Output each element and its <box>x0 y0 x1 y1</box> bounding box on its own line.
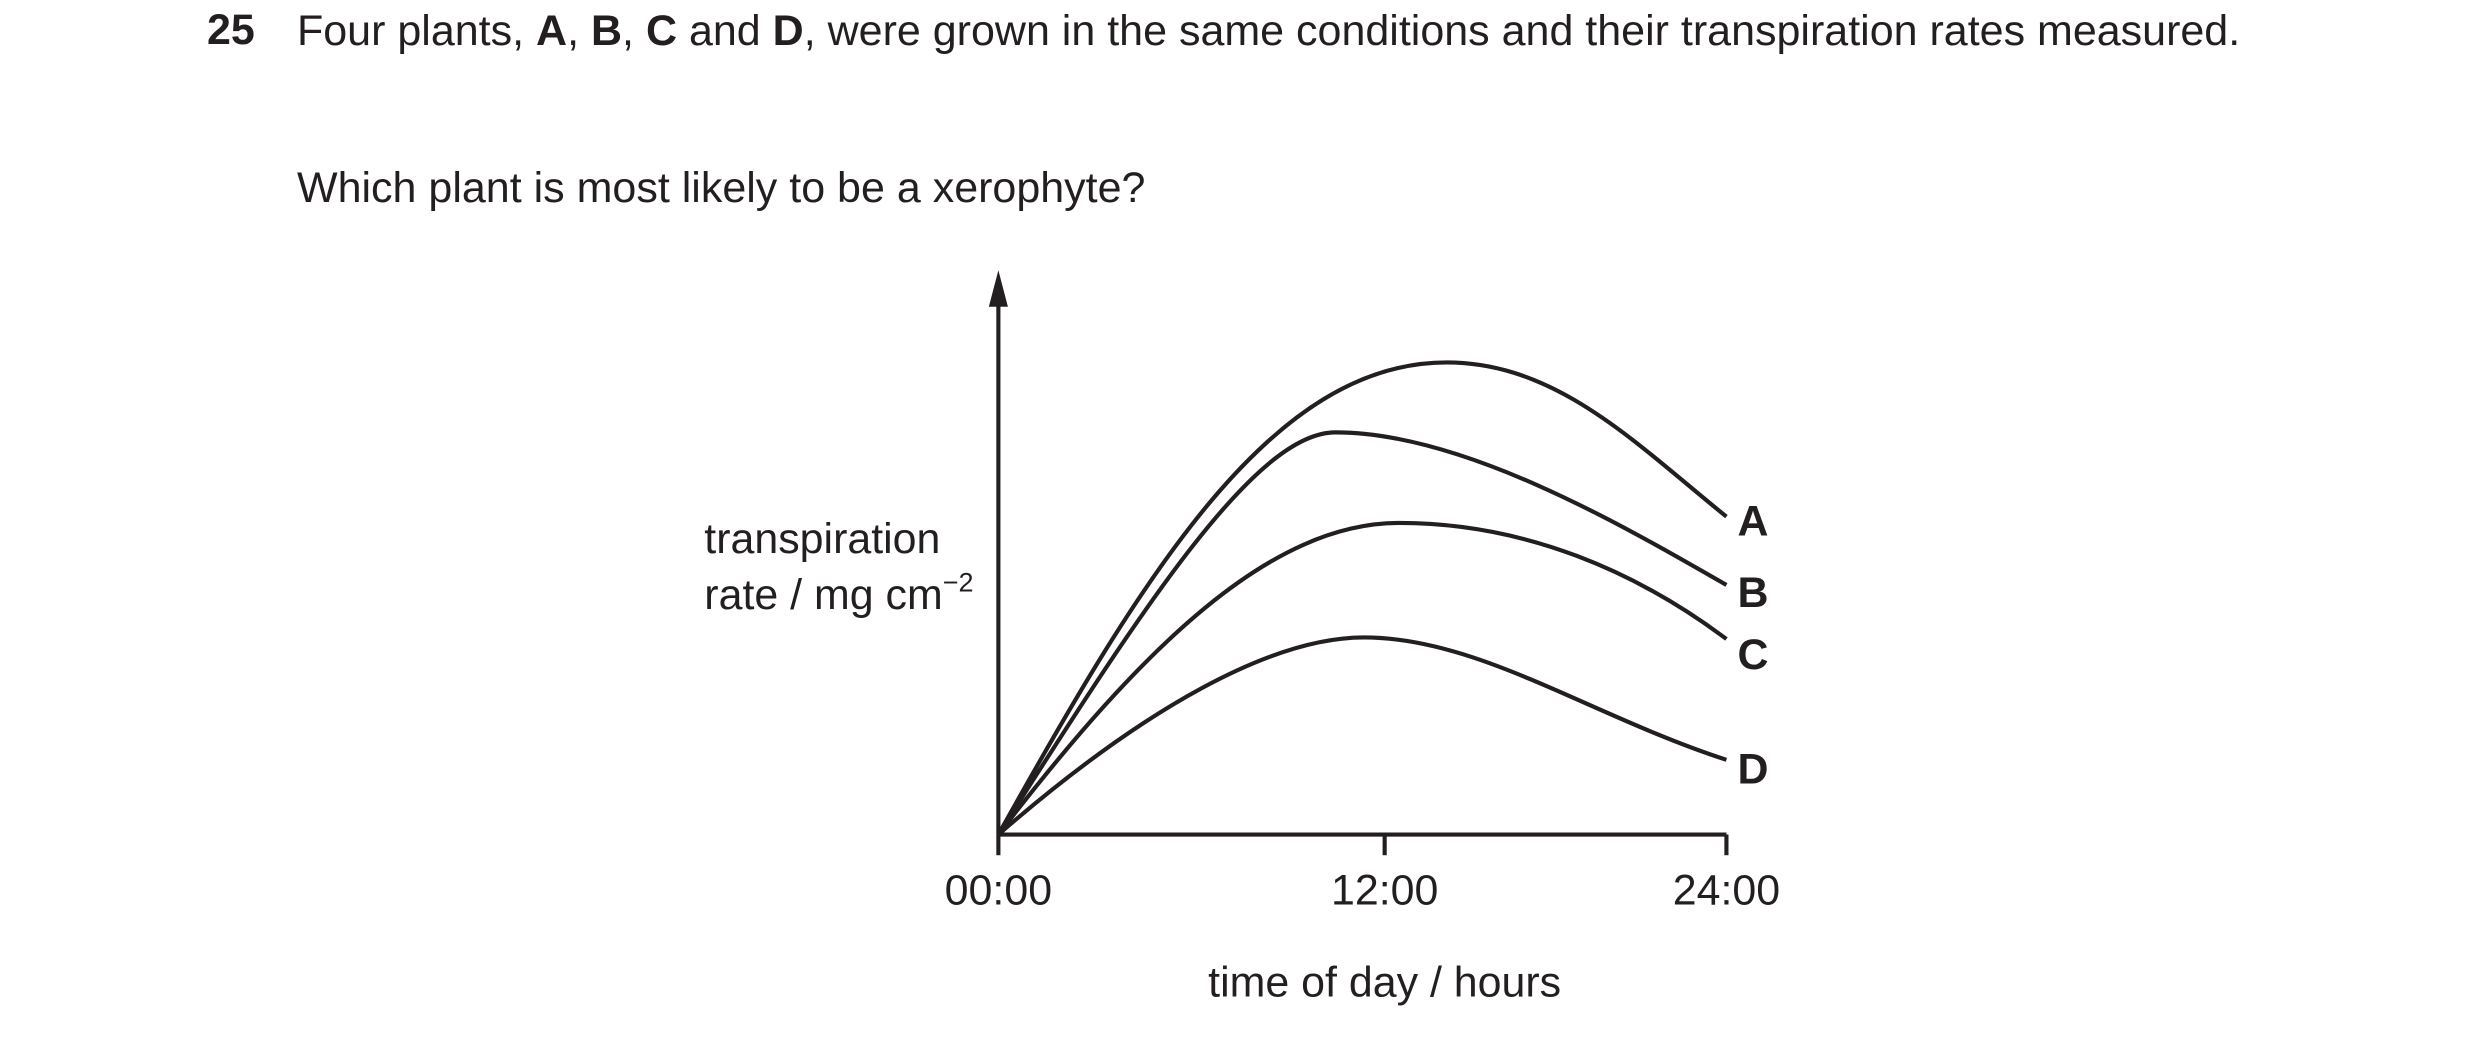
text: , were grown in the same conditions and … <box>803 7 2241 55</box>
question-prompt: Which plant is most likely to be a xerop… <box>297 164 1146 212</box>
curve-b <box>996 430 1728 836</box>
text-bold: A <box>536 7 568 55</box>
x-tick-label: 00:00 <box>945 866 1052 914</box>
text: , <box>622 7 646 55</box>
text: Four plants, <box>297 7 536 55</box>
y-label: transpiration <box>704 515 940 563</box>
curve-d <box>997 635 1728 837</box>
x-label: time of day / hours <box>1208 959 1561 1007</box>
curve-a <box>996 360 1728 836</box>
y-label-superscript: −2 <box>943 567 974 597</box>
curve-c <box>996 520 1728 836</box>
text: , <box>567 7 591 55</box>
x-tick-label: 24:00 <box>1673 866 1780 914</box>
y-label: rate / mg cm−2 <box>704 567 973 618</box>
text-bold: D <box>772 7 804 55</box>
curve-label: B <box>1738 569 1769 617</box>
text-bold: C <box>645 7 677 55</box>
text-bold: B <box>590 7 623 55</box>
text: and <box>677 7 773 55</box>
y-label-text: rate / mg cm <box>704 571 942 619</box>
curve-label: A <box>1738 498 1769 546</box>
axis-arrow <box>988 270 1008 307</box>
x-tick-label: 12:00 <box>1331 866 1438 914</box>
curve-label: D <box>1738 746 1769 794</box>
question-text: Four plants, A, B, C and D, were grown i… <box>297 6 2285 57</box>
curve-label: C <box>1738 631 1769 679</box>
question-number: 25 <box>207 6 255 54</box>
